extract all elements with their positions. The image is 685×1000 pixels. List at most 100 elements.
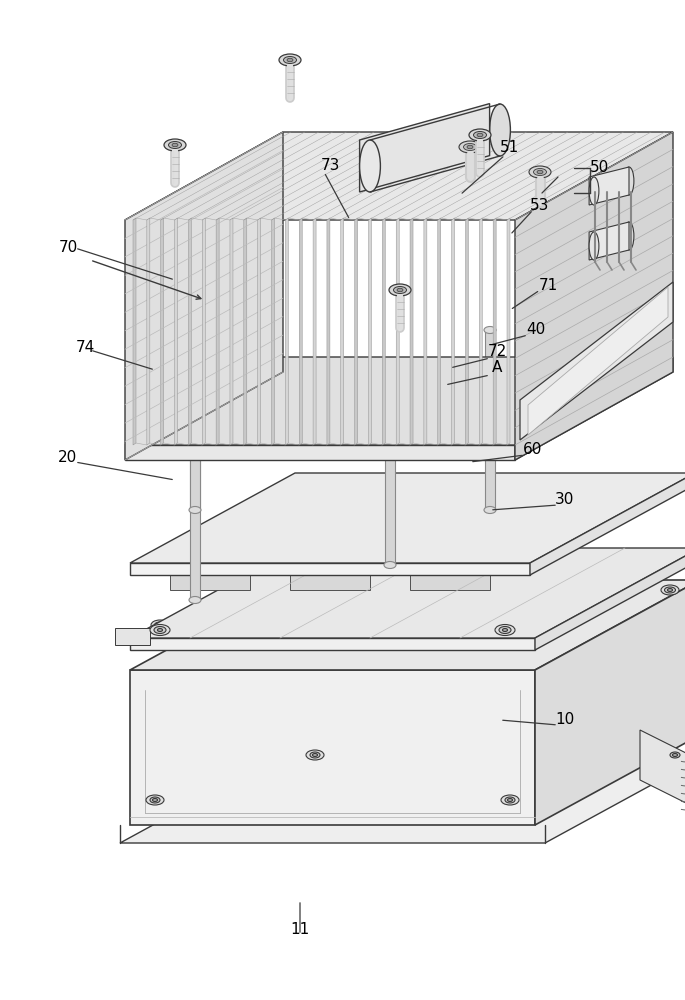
Ellipse shape — [397, 288, 403, 292]
Polygon shape — [410, 218, 413, 445]
Ellipse shape — [484, 326, 496, 334]
Ellipse shape — [360, 140, 380, 192]
Ellipse shape — [484, 506, 496, 514]
Ellipse shape — [503, 629, 508, 632]
Ellipse shape — [666, 750, 684, 760]
Text: 60: 60 — [523, 442, 543, 458]
Ellipse shape — [667, 588, 673, 591]
Polygon shape — [507, 218, 510, 445]
Ellipse shape — [169, 141, 182, 148]
Text: 40: 40 — [526, 322, 546, 338]
Polygon shape — [258, 218, 261, 445]
Ellipse shape — [467, 145, 473, 149]
Text: 71: 71 — [538, 277, 558, 292]
Polygon shape — [286, 218, 288, 445]
Polygon shape — [340, 218, 344, 445]
Polygon shape — [515, 132, 673, 460]
Polygon shape — [170, 556, 250, 590]
Ellipse shape — [284, 56, 297, 64]
Ellipse shape — [473, 131, 486, 138]
Polygon shape — [190, 420, 200, 600]
Ellipse shape — [495, 624, 515, 636]
Ellipse shape — [150, 797, 160, 803]
Polygon shape — [271, 218, 275, 445]
Polygon shape — [385, 385, 395, 565]
Polygon shape — [188, 218, 191, 445]
Polygon shape — [216, 218, 219, 445]
Polygon shape — [175, 218, 177, 445]
Ellipse shape — [146, 795, 164, 805]
Polygon shape — [202, 218, 206, 445]
Ellipse shape — [153, 798, 158, 802]
Polygon shape — [515, 357, 673, 460]
Polygon shape — [244, 218, 247, 445]
Polygon shape — [424, 218, 427, 445]
Polygon shape — [161, 218, 164, 445]
Polygon shape — [530, 473, 685, 575]
Text: 30: 30 — [556, 492, 575, 508]
Text: 74: 74 — [75, 340, 95, 356]
Ellipse shape — [279, 54, 301, 66]
Polygon shape — [147, 218, 150, 445]
Polygon shape — [120, 753, 685, 843]
Polygon shape — [133, 218, 136, 445]
Polygon shape — [125, 445, 515, 460]
Polygon shape — [115, 628, 150, 645]
Polygon shape — [130, 563, 530, 575]
Ellipse shape — [661, 585, 679, 595]
Ellipse shape — [287, 58, 293, 62]
Polygon shape — [589, 167, 629, 205]
Polygon shape — [640, 730, 685, 805]
Polygon shape — [438, 218, 440, 445]
Ellipse shape — [499, 626, 511, 634]
Text: 10: 10 — [556, 712, 575, 728]
Ellipse shape — [670, 752, 680, 758]
Text: 51: 51 — [500, 140, 520, 155]
Polygon shape — [520, 282, 673, 440]
Ellipse shape — [505, 797, 515, 803]
Text: 73: 73 — [321, 157, 340, 172]
Polygon shape — [589, 222, 629, 260]
Ellipse shape — [537, 170, 543, 174]
Ellipse shape — [310, 752, 320, 758]
Ellipse shape — [664, 587, 675, 593]
Ellipse shape — [172, 143, 178, 147]
Ellipse shape — [155, 622, 166, 628]
Text: 20: 20 — [58, 450, 77, 466]
Ellipse shape — [151, 620, 169, 630]
Ellipse shape — [306, 750, 324, 760]
Polygon shape — [313, 218, 316, 445]
Polygon shape — [190, 330, 200, 510]
Polygon shape — [230, 218, 233, 445]
Ellipse shape — [158, 629, 162, 632]
Ellipse shape — [189, 416, 201, 424]
Ellipse shape — [589, 232, 599, 260]
Polygon shape — [125, 132, 283, 460]
Polygon shape — [410, 556, 490, 590]
Polygon shape — [130, 670, 535, 825]
Text: 11: 11 — [290, 922, 310, 938]
Ellipse shape — [501, 795, 519, 805]
Ellipse shape — [384, 562, 396, 568]
Text: A: A — [492, 360, 502, 375]
Ellipse shape — [393, 286, 406, 294]
Ellipse shape — [312, 754, 318, 756]
Ellipse shape — [477, 133, 483, 137]
Ellipse shape — [534, 168, 547, 176]
Polygon shape — [479, 218, 482, 445]
Ellipse shape — [469, 129, 491, 141]
Polygon shape — [299, 218, 302, 445]
Ellipse shape — [624, 167, 634, 195]
Polygon shape — [396, 218, 399, 445]
Polygon shape — [369, 218, 371, 445]
Ellipse shape — [154, 626, 166, 634]
Ellipse shape — [150, 624, 170, 636]
Polygon shape — [451, 218, 455, 445]
Ellipse shape — [589, 177, 599, 205]
Polygon shape — [130, 473, 685, 563]
Text: 53: 53 — [530, 198, 549, 213]
Ellipse shape — [384, 381, 396, 388]
Ellipse shape — [490, 104, 510, 156]
Ellipse shape — [164, 139, 186, 151]
Ellipse shape — [189, 506, 201, 514]
